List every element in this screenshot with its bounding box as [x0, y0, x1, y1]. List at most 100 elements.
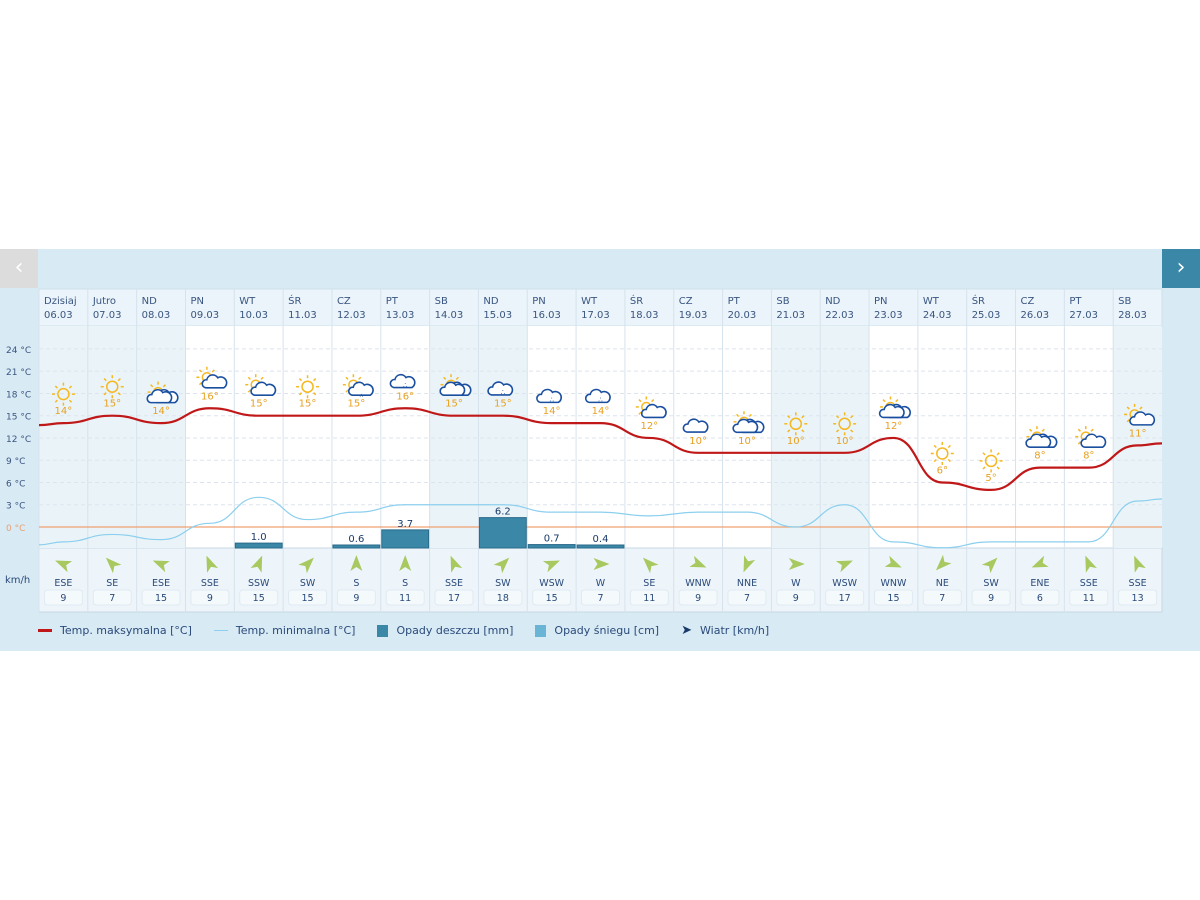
day-name: CZ [679, 296, 693, 307]
rain-label: 0.7 [544, 534, 560, 545]
wind-arrow-icon [350, 555, 363, 571]
day-name: Jutro [92, 296, 116, 307]
wind-arrow-icon [835, 560, 853, 573]
wind-direction: SSE [1080, 578, 1098, 589]
wind-speed-box [532, 589, 572, 606]
sun-ray [247, 389, 251, 393]
max-temp-label: 5° [985, 473, 996, 484]
sun-ray [1090, 428, 1094, 432]
sun-icon [296, 375, 320, 399]
wind-arrow-icon [152, 560, 170, 573]
max-temp-label: 11° [1129, 428, 1147, 439]
wind-direction: S [353, 578, 359, 589]
sun-ray [162, 384, 167, 388]
wind-arrow-icon [884, 555, 902, 568]
sun-ray [345, 389, 349, 393]
sun-ray [651, 399, 655, 403]
day-date: 20.03 [728, 310, 757, 321]
sun-ray [947, 444, 951, 448]
day-date: 15.03 [483, 310, 512, 321]
wind-arrow-icon [206, 555, 219, 573]
day-date: 19.03 [679, 310, 708, 321]
wind-arrow-icon [55, 560, 73, 573]
day-date: 06.03 [44, 310, 73, 321]
day-name: ND [142, 296, 157, 307]
wind-arrow-icon [542, 560, 560, 573]
weekend-shade [478, 326, 528, 548]
sun-ray [850, 429, 854, 433]
wind-direction: SSE [445, 578, 463, 589]
y-tick-label: 18 °C [6, 390, 31, 400]
sun-ray [54, 385, 58, 389]
wind-speed: 17 [839, 593, 851, 604]
next-button[interactable]: › [1162, 249, 1200, 288]
day-name: PN [532, 296, 546, 307]
wind-speed: 9 [207, 593, 213, 604]
wind-speed: 9 [793, 593, 799, 604]
wind-arrow-icon [642, 557, 659, 574]
forecast-chart: Dzisiaj 06.03 Jutro 07.03 ND 08.03 PN 09.03 WT 10… [5, 288, 1163, 613]
sun-ray [313, 392, 317, 396]
sun-ray [638, 399, 642, 403]
day-date: 07.03 [93, 310, 122, 321]
max-temp-label: 15° [250, 399, 268, 410]
wind-speed: 9 [695, 593, 701, 604]
y-tick-label: 3 °C [6, 502, 25, 512]
sun-ray [1077, 441, 1081, 445]
day-date: 28.03 [1118, 310, 1147, 321]
rain-drops-icon: ∴ [501, 389, 506, 397]
day-date: 09.03 [190, 310, 219, 321]
sun-ray [982, 466, 986, 470]
sun-ray [933, 444, 937, 448]
sun-ray [996, 452, 1000, 456]
cloud-icon [878, 403, 905, 419]
sun-ray [1126, 419, 1130, 423]
max-temp-label: 10° [738, 436, 756, 447]
cloud-icon [487, 381, 514, 396]
day-name: PN [190, 296, 204, 307]
wind-speed-box [971, 589, 1011, 606]
wind-speed-box [43, 589, 83, 606]
day-name: ND [825, 296, 840, 307]
wind-direction: ESE [54, 578, 72, 589]
sun-icon [979, 449, 1003, 473]
wind-speed: 15 [887, 593, 899, 604]
rain-drops-icon: ∴ [403, 381, 408, 389]
max-temp-label: 12° [640, 421, 658, 432]
wind-speed: 11 [643, 593, 655, 604]
legend-rain: Opady deszczu [mm] [377, 624, 513, 637]
wind-arrow-icon: ➤ [681, 623, 693, 638]
cloud-icon [732, 418, 759, 434]
sun-icon [833, 412, 857, 436]
y-tick-label: 12 °C [6, 435, 31, 445]
sun-ray [787, 415, 791, 419]
sun-clouds-icon [878, 396, 911, 419]
wind-speed: 7 [109, 593, 115, 604]
sun-ray [1139, 406, 1143, 410]
sun-ray [1077, 428, 1081, 432]
sun-rain-icon: ∴ [342, 374, 374, 400]
wind-speed: 6 [1037, 593, 1043, 604]
max-temp-label: 15° [494, 399, 512, 410]
wind-speed: 7 [744, 593, 750, 604]
weekend-shade [87, 326, 137, 548]
prev-button[interactable]: ‹ [0, 249, 38, 288]
wind-direction: W [791, 578, 801, 589]
sun-ray [247, 376, 251, 380]
day-name: ŚR [630, 294, 643, 307]
sun-clouds-icon [439, 374, 472, 396]
day-name: ND [483, 296, 498, 307]
max-temp-label: 10° [787, 436, 805, 447]
wind-speed-box [1020, 589, 1060, 606]
day-name: PT [386, 296, 399, 307]
y-tick-label: 15 °C [6, 413, 31, 423]
wind-direction: S [402, 578, 408, 589]
y-tick-label: 24 °C [6, 346, 31, 356]
sun-cloud-icon [1124, 403, 1156, 426]
wind-direction: SE [643, 578, 655, 589]
wind-direction: WSW [539, 578, 564, 589]
wind-direction: SW [983, 578, 999, 589]
sun-ray [996, 466, 1000, 470]
wind-arrow-icon [689, 555, 707, 568]
wind-arrow-icon [593, 558, 610, 570]
